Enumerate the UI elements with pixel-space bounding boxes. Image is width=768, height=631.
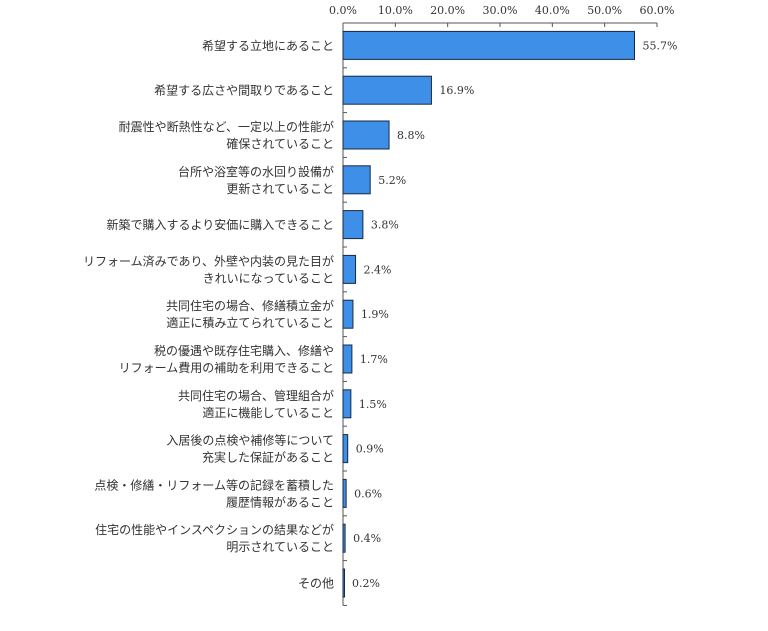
- x-tick-label: 50.0%: [587, 4, 622, 17]
- bar-value-label: 0.6%: [354, 487, 382, 500]
- category-label: 確保されていること: [226, 136, 334, 151]
- category-label: 入居後の点検や補修等について: [166, 433, 334, 448]
- category-label: 耐震性や断熱性など、一定以上の性能が: [119, 119, 334, 134]
- category-label: 適正に機能していること: [202, 405, 334, 420]
- category-label: 共同住宅の場合、管理組合が: [178, 388, 334, 403]
- category-label: 台所や浴室等の水回り設備が: [178, 164, 334, 179]
- bar: [342, 254, 357, 284]
- bar: [342, 299, 354, 329]
- category-label: 明示されていること: [226, 540, 334, 554]
- bar-value-label: 0.4%: [353, 532, 381, 545]
- bar: [342, 165, 371, 195]
- x-tick-label: 30.0%: [483, 4, 518, 17]
- category-label: 税の優遇や既存住宅購入、修繕や: [154, 343, 334, 358]
- bar-value-label: 1.7%: [360, 353, 388, 366]
- x-tick-label: 0.0%: [329, 4, 357, 17]
- category-label: 住宅の性能やインスペクションの結果などが: [95, 522, 334, 537]
- bar-value-label: 16.9%: [439, 84, 474, 97]
- bar-value-label: 8.8%: [397, 129, 425, 142]
- bar: [342, 30, 635, 60]
- category-label: 充実した保証があること: [202, 450, 334, 465]
- x-tick-label: 60.0%: [640, 4, 675, 17]
- bar: [342, 344, 353, 374]
- bar-value-label: 3.8%: [371, 219, 399, 232]
- category-label: 履歴情報があること: [226, 494, 334, 509]
- category-label: 適正に積み立てられていること: [166, 315, 334, 330]
- category-label: 点検・修繕・リフォーム等の記録を蓄積した: [94, 477, 334, 492]
- category-label: リフォーム費用の補助を利用できること: [119, 360, 334, 375]
- x-tick-label: 40.0%: [535, 4, 570, 17]
- bar-value-label: 55.7%: [642, 39, 677, 52]
- category-label: 希望する立地にあること: [202, 38, 334, 53]
- category-label: 新築で購入するより安価に購入できること: [106, 217, 334, 232]
- bar: [342, 523, 346, 553]
- bar-value-label: 1.5%: [359, 398, 387, 411]
- category-label: 希望する広さや間取りであること: [154, 83, 334, 98]
- bar-value-label: 0.2%: [352, 577, 380, 590]
- x-tick-label: 20.0%: [430, 4, 465, 17]
- bar: [342, 120, 390, 150]
- bar: [342, 568, 345, 598]
- bar-value-label: 5.2%: [378, 174, 406, 187]
- bar-value-label: 0.9%: [356, 443, 384, 456]
- bar: [342, 210, 364, 240]
- category-label: きれいになっていること: [203, 271, 334, 285]
- category-label: 共同住宅の場合、修繕積立金が: [166, 298, 334, 313]
- bar-value-label: 1.9%: [361, 308, 389, 321]
- category-label: 更新されていること: [226, 181, 334, 196]
- category-label: リフォーム済みであり、外壁や内装の見た目が: [83, 253, 334, 268]
- bar: [342, 434, 349, 464]
- bar: [342, 478, 347, 508]
- bar: [342, 75, 432, 105]
- category-label: その他: [298, 577, 334, 591]
- bar: [342, 389, 352, 419]
- x-tick-label: 10.0%: [378, 4, 413, 17]
- bar-value-label: 2.4%: [364, 263, 392, 276]
